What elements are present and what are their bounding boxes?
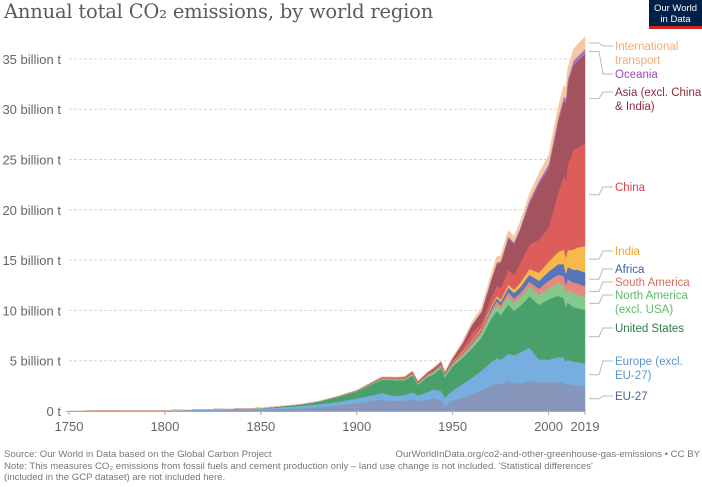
source-url[interactable]: OurWorldInData.org/co2-and-other-greenho…	[395, 449, 700, 460]
label-connector	[589, 395, 613, 400]
series-label: Oceania	[615, 69, 658, 81]
x-tick-label: 1950	[438, 419, 467, 434]
x-tick-label: 1750	[55, 419, 84, 434]
x-tick-label: 1900	[342, 419, 371, 434]
note-line-2: (included in the GCP dataset) are not in…	[4, 472, 226, 483]
y-axis: 0 t 5 billion t 10 billion t 15 billion t 20…	[2, 52, 585, 419]
series-label: & India)	[615, 101, 655, 113]
y-tick-label: 5 billion t	[10, 354, 62, 369]
series-label: EU-27)	[615, 370, 652, 382]
y-tick-label: 20 billion t	[2, 203, 61, 218]
series-label: (excl. USA)	[615, 304, 673, 316]
footer: Source: Our World in Data based on the G…	[4, 449, 700, 484]
y-tick-label: 25 billion t	[2, 153, 61, 168]
series-label: transport	[615, 55, 661, 67]
logo-line-2: in Data	[660, 14, 691, 25]
legend-labels: EU-27 Europe (excl. EU-27) United States Nor…	[589, 41, 702, 403]
label-connector	[589, 327, 613, 338]
x-tick-label: 2019	[571, 419, 600, 434]
label-connector	[589, 281, 613, 292]
stacked-areas	[68, 36, 586, 412]
label-connector	[589, 51, 613, 75]
label-connector	[589, 268, 613, 280]
series-label: North America	[615, 290, 688, 302]
chart-title: Annual total CO₂ emissions, by world reg…	[4, 0, 434, 23]
logo-line-1: Our World	[653, 3, 698, 14]
x-tick-label: 2000	[534, 419, 563, 434]
series-label: United States	[615, 323, 684, 335]
source-note: Source: Our World in Data based on the G…	[4, 449, 272, 460]
series-label: India	[615, 246, 641, 258]
y-tick-label: 10 billion t	[2, 303, 61, 318]
owid-logo[interactable]: Our World in Data	[649, 0, 702, 29]
y-tick-label: 0 t	[47, 404, 62, 419]
series-label: Asia (excl. China	[615, 87, 702, 99]
label-connector	[589, 250, 613, 260]
note-line-1: Note: This measures CO₂ emissions from f…	[4, 460, 593, 472]
x-tick-label: 1850	[246, 419, 275, 434]
series-label: China	[615, 182, 646, 194]
chart-svg: 0 t 5 billion t 10 billion t 15 billion t 20…	[2, 36, 702, 434]
label-connector	[589, 186, 613, 196]
label-connector	[589, 42, 613, 47]
y-tick-label: 30 billion t	[2, 102, 61, 117]
label-connector	[589, 360, 613, 376]
x-tick-label: 1800	[150, 419, 179, 434]
series-label: Europe (excl.	[615, 356, 683, 368]
series-label: South America	[615, 277, 690, 289]
y-tick-label: 35 billion t	[2, 52, 61, 67]
series-label: Africa	[615, 264, 645, 276]
x-axis: 1750 1800 1850 1900 1950 2000 2019	[55, 411, 600, 434]
area-international-transport	[68, 36, 586, 412]
series-label: EU-27	[615, 391, 648, 403]
label-connector	[589, 294, 613, 304]
series-label: International	[615, 41, 678, 53]
label-connector	[589, 91, 613, 100]
y-tick-label: 15 billion t	[2, 253, 61, 268]
